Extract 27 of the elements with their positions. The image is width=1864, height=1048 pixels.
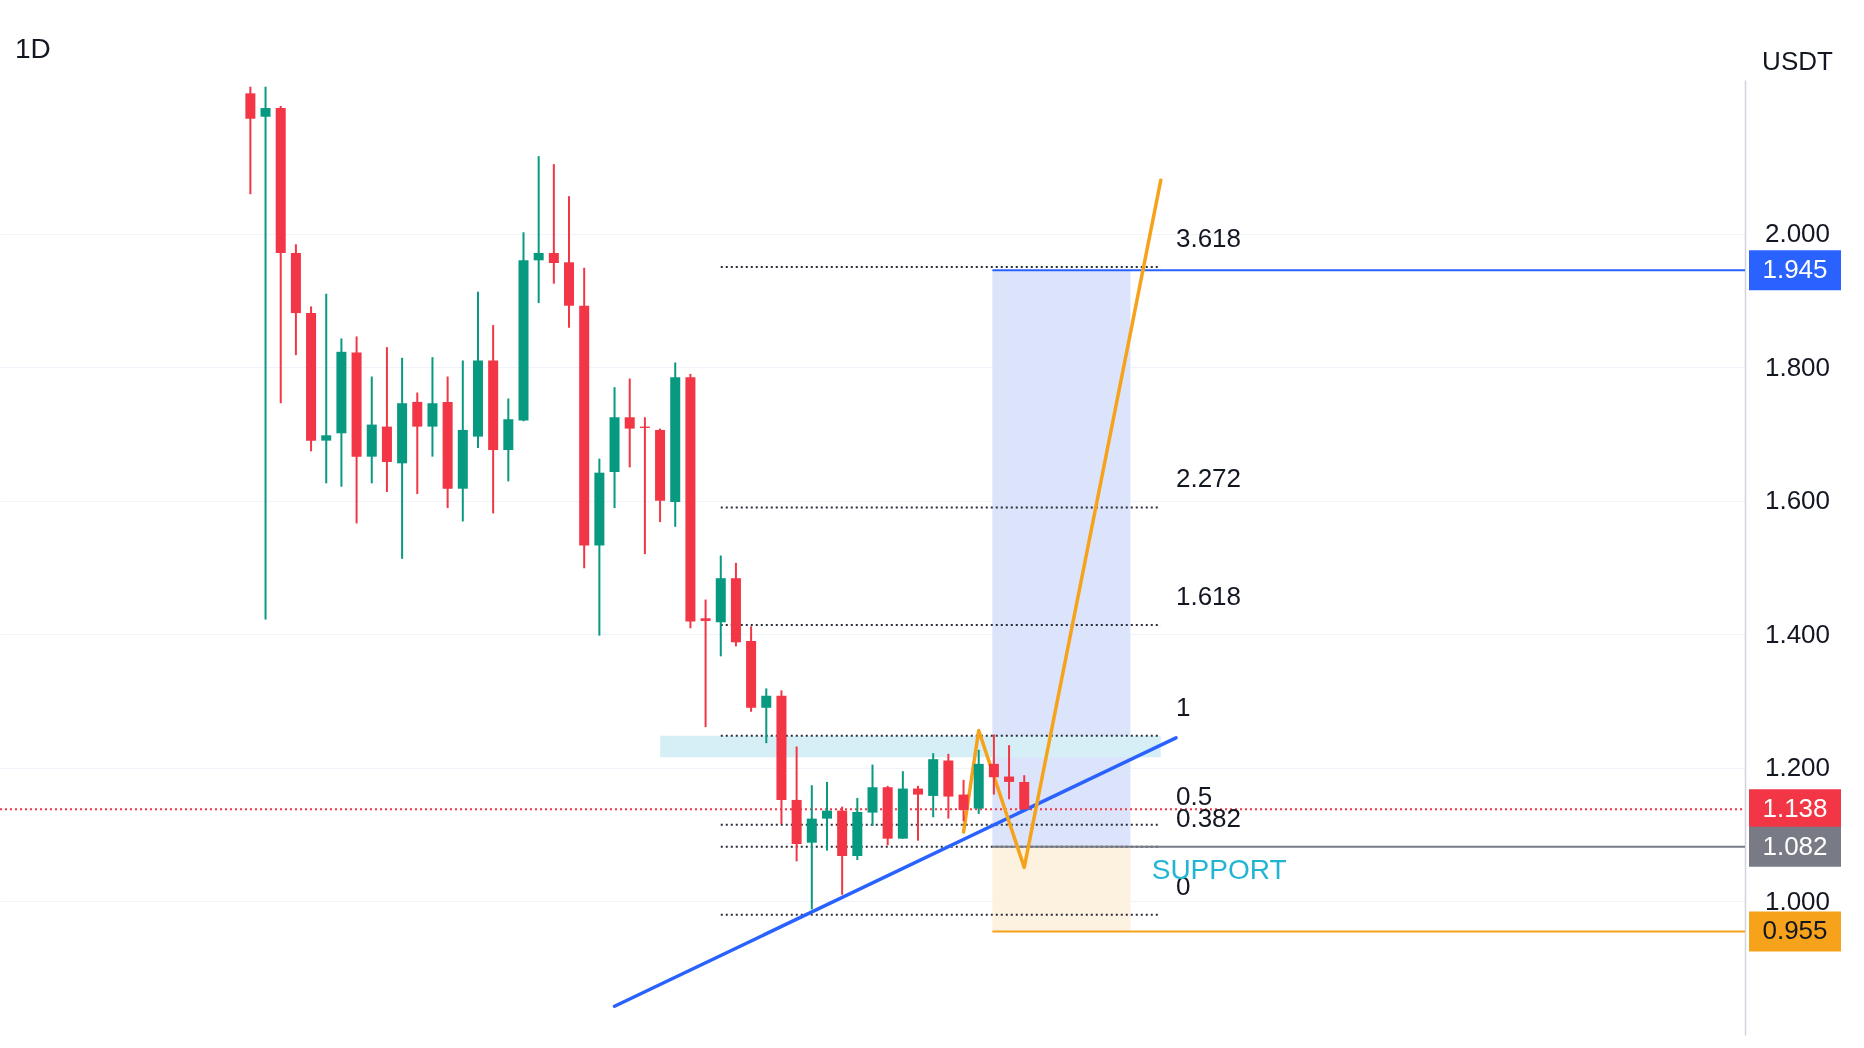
candlestick	[321, 292, 332, 485]
candlestick	[700, 598, 711, 729]
candlestick	[821, 780, 832, 852]
y-tick-label: 2.000	[1764, 218, 1831, 249]
candlestick	[761, 687, 772, 745]
annotation: 1	[1175, 691, 1191, 722]
candlestick	[624, 377, 635, 469]
y-tick-label: 1.600	[1764, 485, 1831, 516]
candlestick	[533, 155, 544, 305]
candlestick	[548, 163, 559, 285]
y-tick-label: 1.000	[1764, 885, 1831, 916]
y-tick-label: 1.200	[1764, 752, 1831, 783]
annotation: 3.618	[1175, 222, 1242, 253]
annotation: 1.618	[1175, 580, 1242, 611]
annotation: 2.272	[1175, 463, 1242, 494]
candlestick	[427, 356, 438, 458]
y-axis-title: USDT	[1762, 45, 1833, 76]
ref-line-label: 1.945	[1762, 254, 1828, 285]
candlestick	[1004, 744, 1015, 801]
y-tick-label: 1.400	[1764, 618, 1831, 649]
y-tick-label: 1.800	[1764, 351, 1831, 382]
ref-line-label: 1.138	[1762, 793, 1828, 824]
candlestick	[260, 85, 271, 621]
ref-line-label: 1.082	[1762, 830, 1828, 861]
chart-title: 1D	[15, 33, 51, 64]
ref-line-label: 0.955	[1762, 915, 1828, 946]
candlestick	[988, 733, 999, 796]
